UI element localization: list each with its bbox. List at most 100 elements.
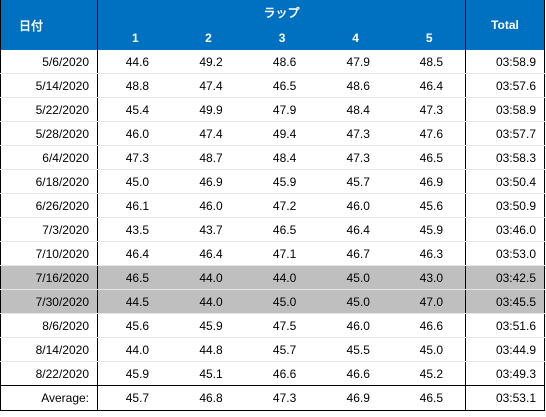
date-cell: 7/16/2020 [0,265,98,290]
lap-cell: 45.9 [97,361,172,386]
total-cell: 03:58.9 [465,50,545,74]
data-row: 5/6/2020 44.6 49.2 48.6 47.9 48.5 03:58.9 [0,50,545,74]
lap-number: 4 [318,25,392,50]
lap-cell: 47.9 [244,97,319,122]
data-row: 7/10/2020 46.4 46.4 47.1 46.7 46.3 03:53.0 [0,241,545,266]
lap-cell: 46.6 [244,361,319,386]
date-cell: 5/28/2020 [0,121,98,146]
lap-cell: 46.6 [318,361,392,386]
data-row: 6/18/2020 45.0 46.9 45.9 45.7 46.9 03:50.4 [0,169,545,194]
lap-cell: 47.3 [97,145,172,170]
lap-cell: 48.7 [171,145,245,170]
lap-cell: 45.6 [391,193,466,218]
lap-cell: 45.6 [97,313,172,338]
lap-cell: 46.5 [244,217,319,242]
lap-cell: 46.4 [391,73,466,98]
total-cell: 03:57.6 [465,73,545,98]
lap-cell: 44.0 [171,265,245,290]
lap-number: 1 [97,25,172,50]
lap-cell: 48.6 [318,73,392,98]
lap-cell: 45.9 [171,313,245,338]
lap-cell: 45.5 [318,337,392,362]
lap-cell: 49.9 [171,97,245,122]
lap-cell: 45.9 [391,217,466,242]
lap-cell: 44.5 [97,289,172,314]
data-row: 6/4/2020 47.3 48.7 48.4 47.3 46.5 03:58.3 [0,145,545,170]
total-cell: 03:45.5 [465,289,545,314]
lap-cell: 47.2 [244,193,319,218]
lap-cell: 47.1 [244,241,319,266]
lap-cell: 45.0 [318,289,392,314]
lap-cell: 46.9 [171,169,245,194]
lap-cell: 46.6 [391,313,466,338]
lap-cell: 47.4 [171,121,245,146]
date-cell: 6/4/2020 [0,145,98,170]
data-row: 5/28/2020 46.0 47.4 49.4 47.3 47.6 03:57.7 [0,121,545,146]
lap-cell: 46.5 [391,145,466,170]
lap-cell: 44.8 [171,337,245,362]
date-cell: 5/14/2020 [0,73,98,98]
data-row: 8/14/2020 44.0 44.8 45.7 45.5 45.0 03:44.9 [0,337,545,362]
lap-cell: 45.7 [244,337,319,362]
lap-cell: 46.7 [318,241,392,266]
lap-cell: 48.5 [391,50,466,74]
lap-cell: 46.1 [97,193,172,218]
lap-cell: 47.5 [244,313,319,338]
lap-cell: 46.4 [97,241,172,266]
lap-cell: 45.0 [97,169,172,194]
lap-cell: 48.4 [244,145,319,170]
header-row: 日付 ラップ Total [0,0,545,50]
lap-cell: 46.0 [318,313,392,338]
lap-cell: 43.5 [97,217,172,242]
data-row: 8/6/2020 45.6 45.9 47.5 46.0 46.6 03:51.6 [0,313,545,338]
lap-cell: 45.7 [318,169,392,194]
total-cell: 03:46.0 [465,217,545,242]
average-row: Average: 45.7 46.8 47.3 46.9 46.5 03:53.1 [0,385,545,411]
total-cell: 03:53.0 [465,241,545,266]
lap-cell: 45.1 [171,361,245,386]
total-cell: 03:50.9 [465,193,545,218]
date-cell: 8/14/2020 [0,337,98,362]
date-cell: 8/6/2020 [0,313,98,338]
lap-cell: 48.8 [97,73,172,98]
date-cell: 7/30/2020 [0,289,98,314]
lap-cell: 44.0 [97,337,172,362]
date-cell: 6/18/2020 [0,169,98,194]
lap-number: 5 [391,25,466,50]
data-row: 5/22/2020 45.4 49.9 47.9 48.4 47.3 03:58.9 [0,97,545,122]
data-row: 5/14/2020 48.8 47.4 46.5 48.6 46.4 03:57.6 [0,73,545,98]
lap-cell: 44.0 [244,265,319,290]
data-row: 8/22/2020 45.9 45.1 46.6 46.6 45.2 03:49.3 [0,361,545,386]
lap-cell: 46.5 [244,73,319,98]
lap-cell: 45.0 [244,289,319,314]
lap-cell: 47.3 [391,97,466,122]
date-cell: 7/10/2020 [0,241,98,266]
date-cell: 8/22/2020 [0,361,98,386]
average-lap: 47.3 [244,385,319,411]
lap-cell: 46.4 [318,217,392,242]
lap-cell: 46.5 [97,265,172,290]
lap-cell: 48.4 [318,97,392,122]
lap-cell: 45.9 [244,169,319,194]
average-lap: 46.8 [171,385,245,411]
lap-cell: 48.6 [244,50,319,74]
average-total: 03:53.1 [465,385,545,411]
average-lap: 46.9 [318,385,392,411]
lap-cell: 46.4 [171,241,245,266]
lap-cell: 44.6 [97,50,172,74]
lap-cell: 45.2 [391,361,466,386]
lap-cell: 46.9 [391,169,466,194]
average-lap: 45.7 [97,385,172,411]
date-cell: 6/26/2020 [0,193,98,218]
lap-cell: 44.0 [171,289,245,314]
lap-number: 2 [171,25,245,50]
total-cell: 03:49.3 [465,361,545,386]
date-cell: 7/3/2020 [0,217,98,242]
data-row: 7/30/2020 44.5 44.0 45.0 45.0 47.0 03:45.5 [0,289,545,314]
lap-cell: 45.0 [391,337,466,362]
total-cell: 03:57.7 [465,121,545,146]
lap-cell: 46.3 [391,241,466,266]
